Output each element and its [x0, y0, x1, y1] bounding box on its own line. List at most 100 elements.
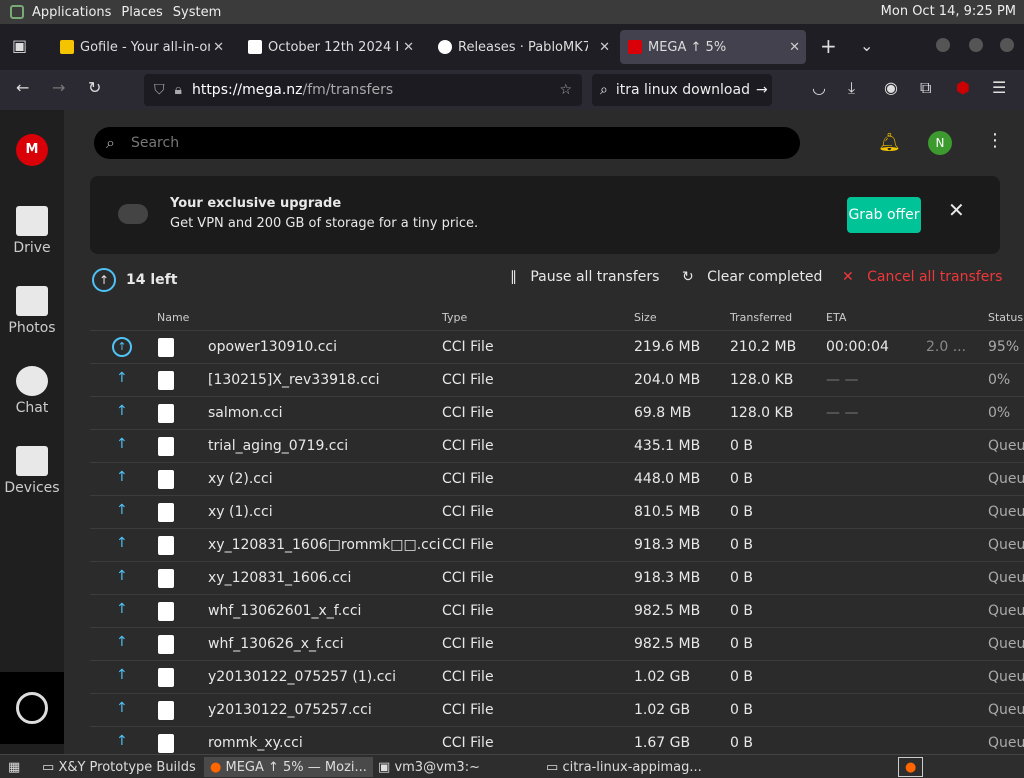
status: Queu [988, 570, 1024, 586]
refresh-icon: ↻ [682, 269, 694, 285]
file-size: 982.5 MB [634, 636, 701, 652]
file-size: 448.0 MB [634, 471, 701, 487]
table-row[interactable]: ↑ y20130122_075257.cci CCI File 1.02 GB 0 B Q… [90, 693, 1024, 726]
file-type: CCI File [442, 669, 494, 685]
transferred: 0 B [730, 735, 753, 751]
forward-icon[interactable]: → [52, 78, 66, 97]
column-size[interactable]: Size [634, 311, 657, 324]
tab-mega[interactable]: MEGA ↑ 5% ✕ [620, 30, 806, 64]
ublock-icon[interactable]: ⬢ [956, 78, 970, 97]
file-name: trial_aging_0719.cci [208, 438, 349, 454]
notification-bell-icon[interactable]: 🔔︎ [878, 132, 901, 153]
menu-icon[interactable]: ☰ [992, 78, 1007, 97]
more-options-icon[interactable]: ⋮ [986, 130, 1004, 151]
table-row[interactable]: ↑ xy_120831_1606.cci CCI File 918.3 MB 0 B Qu… [90, 561, 1024, 594]
close-icon[interactable]: ✕ [948, 198, 965, 222]
back-icon[interactable]: ← [16, 78, 30, 97]
window-close-icon[interactable] [1000, 38, 1014, 52]
file-icon [158, 635, 174, 654]
transfer-status-icon[interactable] [0, 672, 64, 744]
shield-icon[interactable]: ⛉ [154, 82, 165, 98]
file-name: xy_120831_1606.cci [208, 570, 352, 586]
taskbar-item-files[interactable]: ▭ X&Y Prototype Builds [42, 759, 196, 775]
taskbar-item-citra[interactable]: ▭ citra-linux-appimag... [546, 759, 702, 775]
bookmark-star-icon[interactable]: ☆ [559, 82, 572, 98]
search-bar[interactable]: ⌕ itra linux download → [592, 74, 772, 106]
menu-system[interactable]: System [172, 4, 222, 20]
window-minimize-icon[interactable] [936, 38, 950, 52]
table-row[interactable]: ↑ whf_130626_x_f.cci CCI File 982.5 MB 0 B Qu… [90, 627, 1024, 660]
search-input[interactable]: ⌕ Search [94, 127, 800, 159]
app-menu-icon[interactable] [10, 5, 24, 19]
lock-icon[interactable]: 🔒︎ [174, 82, 182, 98]
menu-places[interactable]: Places [121, 4, 163, 20]
table-row[interactable]: ↑ y20130122_075257 (1).cci CCI File 1.02 GB… [90, 660, 1024, 693]
url-path: /fm/transfers [302, 82, 394, 98]
file-type: CCI File [442, 339, 494, 355]
close-icon[interactable]: ✕ [213, 39, 224, 55]
transferred: 0 B [730, 636, 753, 652]
account-icon[interactable]: ◉ [884, 78, 898, 97]
table-row[interactable]: ↑ xy (1).cci CCI File 810.5 MB 0 B Queu [90, 495, 1024, 528]
table-row[interactable]: ↑ salmon.cci CCI File 69.8 MB 128.0 KB — — 0% [90, 396, 1024, 429]
file-icon [158, 470, 174, 489]
close-icon[interactable]: ✕ [789, 39, 800, 55]
terminal-icon: ▣ [378, 759, 391, 775]
vpn-cloud-icon [118, 204, 148, 224]
column-status[interactable]: Status [988, 311, 1024, 324]
reload-icon[interactable]: ↻ [88, 78, 102, 97]
show-desktop-icon[interactable]: ▦ [8, 759, 21, 775]
table-row[interactable]: ↑ xy_120831_1606□rommk□□.cci CCI File 918.3… [90, 528, 1024, 561]
column-eta[interactable]: ETA [826, 311, 847, 324]
sidebar-item-devices[interactable]: Devices [0, 446, 64, 496]
status: Queu [988, 504, 1024, 520]
status: Queu [988, 636, 1024, 652]
chevron-down-icon[interactable]: ⌄ [860, 36, 874, 55]
url-host: https://mega.nz [191, 82, 303, 98]
table-row[interactable]: ↑ opower130910.cci CCI File 219.6 MB 210.2 M… [90, 330, 1024, 363]
table-row[interactable]: ↑ [130215]X_rev33918.cci CCI File 204.0 MB 1… [90, 363, 1024, 396]
url-bar[interactable]: ⛉ 🔒︎ https://mega.nz/fm/transfers ☆ [144, 74, 582, 106]
table-row[interactable]: ↑ whf_13062601_x_f.cci CCI File 982.5 MB 0 B… [90, 594, 1024, 627]
cancel-all-button[interactable]: ✕ Cancel all transfers [842, 269, 1003, 285]
table-row[interactable]: ↑ trial_aging_0719.cci CCI File 435.1 MB 0 B… [90, 429, 1024, 462]
table-row[interactable]: ↑ xy (2).cci CCI File 448.0 MB 0 B Queu [90, 462, 1024, 495]
avatar[interactable]: N [928, 131, 952, 155]
extensions-icon[interactable]: ⧉ [920, 78, 932, 97]
table-row[interactable]: ↑ rommk_xy.cci CCI File 1.67 GB 0 B Queu [90, 726, 1024, 759]
column-name[interactable]: Name [157, 311, 190, 324]
clear-completed-button[interactable]: ↻ Clear completed [682, 269, 823, 285]
download-icon[interactable]: ⤓ [848, 78, 856, 97]
pocket-icon[interactable]: ◡ [812, 78, 826, 97]
grab-offer-button[interactable]: Grab offer [847, 197, 921, 233]
column-transferred[interactable]: Transferred [730, 311, 793, 324]
taskbar-item-firefox[interactable]: ● MEGA ↑ 5% — Mozi... [204, 757, 373, 777]
taskbar-item-terminal[interactable]: ▣ vm3@vm3:~ [378, 759, 480, 775]
workspace-firefox-icon[interactable]: ● [898, 757, 924, 777]
close-icon: ✕ [842, 269, 854, 285]
new-tab-icon[interactable]: + [820, 34, 837, 58]
column-type[interactable]: Type [442, 311, 468, 324]
status: 0% [988, 372, 1011, 388]
transferred: 128.0 KB [730, 372, 794, 388]
sidebar-item-drive[interactable]: Drive [0, 206, 64, 256]
tab-october[interactable]: October 12th 2024 Fre✕ [240, 30, 420, 64]
close-icon[interactable]: ✕ [599, 39, 610, 55]
tab-gofile[interactable]: Gofile - Your all-in-one ✕ [52, 30, 230, 64]
transfers-page: ⌕ Search 🔔︎ N ⋮ Your exclusive upgrade Ge… [64, 110, 1024, 754]
file-name: xy (2).cci [208, 471, 273, 487]
mega-logo[interactable]: M [16, 134, 48, 166]
file-icon [158, 701, 174, 720]
window-maximize-icon[interactable] [969, 38, 983, 52]
arrow-right-icon[interactable]: → [755, 82, 768, 98]
status: Queu [988, 735, 1024, 751]
menu-applications[interactable]: Applications [32, 4, 112, 20]
close-icon[interactable]: ✕ [403, 39, 414, 55]
pause-all-button[interactable]: ∥ Pause all transfers [510, 269, 660, 285]
tab-list-icon[interactable]: ▣ [12, 36, 28, 55]
sidebar-item-photos[interactable]: Photos [0, 286, 64, 336]
sidebar-item-chat[interactable]: Chat [0, 366, 64, 416]
upload-icon: ↑ [116, 469, 128, 485]
clock[interactable]: Mon Oct 14, 9:25 PM [880, 4, 1016, 19]
tab-releases[interactable]: Releases · PabloMK7/c✕ [430, 30, 616, 64]
